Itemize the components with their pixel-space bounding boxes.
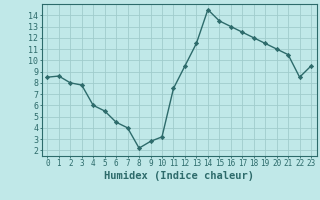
X-axis label: Humidex (Indice chaleur): Humidex (Indice chaleur) <box>104 171 254 181</box>
